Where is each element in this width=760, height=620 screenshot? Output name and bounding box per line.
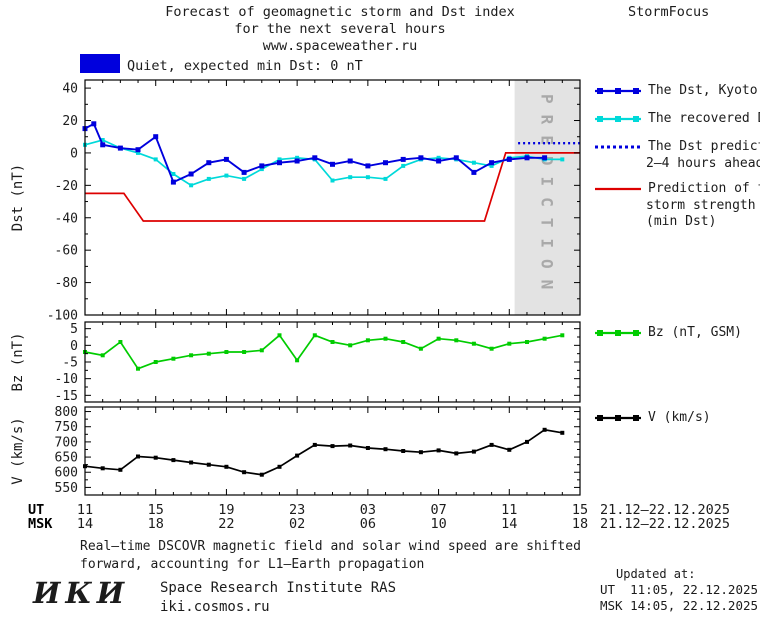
svg-text:800: 800 [55, 405, 78, 420]
footer-note: Real—time DSCOVR magnetic field and sola… [80, 538, 581, 573]
svg-text:18: 18 [148, 516, 164, 532]
svg-text:23: 23 [289, 502, 305, 518]
svg-text:40: 40 [62, 82, 78, 97]
note-line-2: forward, accounting for L1—Earth propaga… [80, 556, 425, 572]
updated-time-msk: MSK 14:05, 22.12.2025 [600, 598, 759, 613]
svg-text:5: 5 [70, 322, 78, 337]
svg-text:-20: -20 [55, 179, 78, 194]
svg-text:22: 22 [218, 516, 234, 532]
svg-text:21.12—22.12.2025: 21.12—22.12.2025 [600, 516, 730, 532]
svg-text:11: 11 [77, 502, 93, 518]
svg-text:15: 15 [572, 502, 588, 518]
svg-text:550: 550 [55, 481, 78, 496]
status-label: Quiet, expected min Dst: 0 nT [127, 58, 363, 74]
legend-storm-prediction: Prediction of the [595, 181, 760, 196]
svg-text:18: 18 [572, 516, 588, 532]
svg-text:14: 14 [77, 516, 93, 532]
brand-stormfocus: StormFocus [628, 4, 710, 20]
svg-text:15: 15 [148, 502, 164, 518]
title-line-2: for the next several hours [234, 21, 446, 37]
svg-text:20: 20 [62, 114, 78, 129]
svg-text:19: 19 [218, 502, 234, 518]
svg-text:0: 0 [70, 339, 78, 354]
svg-text:-80: -80 [55, 276, 78, 291]
legend-dst-kyoto-label: The Dst, Kyoto [648, 83, 758, 98]
legend-v-label: V (km/s) [648, 410, 711, 425]
legend-storm-prediction-label-3: (min Dst) [646, 214, 717, 229]
legend-dst-prediction-label: The Dst prediction [648, 139, 760, 154]
svg-text:11: 11 [501, 502, 517, 518]
legend-dst-kyoto: The Dst, Kyoto [595, 83, 758, 98]
svg-text:07: 07 [430, 502, 446, 518]
legend-recovered-dst-label: The recovered Dst [648, 111, 760, 126]
legend-bz: Bz (nT, GSM) [595, 325, 742, 340]
svg-text:-10: -10 [55, 372, 78, 387]
svg-text:UT: UT [28, 502, 44, 518]
iki-logo: ИКИ [33, 576, 130, 610]
svg-text:-5: -5 [62, 356, 78, 371]
svg-text:PREDICTION: PREDICTION [537, 94, 556, 300]
title-line-1: Forecast of geomagnetic storm and Dst in… [165, 4, 515, 20]
svg-text:Dst (nT): Dst (nT) [10, 164, 26, 231]
svg-text:700: 700 [55, 435, 78, 450]
legend-recovered-dst: The recovered Dst [595, 111, 760, 126]
updated-label: Updated at: [616, 567, 696, 581]
svg-text:-60: -60 [55, 244, 78, 259]
updated-time-ut: UT 11:05, 22.12.2025 [600, 582, 759, 597]
svg-text:MSK: MSK [28, 516, 53, 532]
svg-text:-15: -15 [55, 389, 78, 404]
svg-text:06: 06 [360, 516, 376, 532]
svg-text:750: 750 [55, 420, 78, 435]
bz-swatch-icon [595, 329, 641, 336]
status-color-swatch [80, 54, 120, 73]
svg-text:10: 10 [430, 516, 446, 532]
note-line-1: Real—time DSCOVR magnetic field and sola… [80, 539, 581, 554]
svg-text:21.12—22.12.2025: 21.12—22.12.2025 [600, 502, 730, 518]
legend-dst-prediction-label-2: 2—4 hours ahead [646, 156, 760, 171]
legend-storm-prediction-label-2: storm strength [646, 198, 756, 213]
svg-text:14: 14 [501, 516, 517, 532]
dst-kyoto-swatch-icon [595, 87, 641, 94]
svg-text:03: 03 [360, 502, 376, 518]
dst-prediction-swatch-icon [595, 145, 641, 148]
svg-text:-100: -100 [47, 309, 78, 324]
storm-prediction-swatch-icon [595, 187, 641, 190]
legend-v: V (km/s) [595, 410, 711, 425]
recovered-dst-swatch-icon [595, 115, 641, 122]
svg-text:650: 650 [55, 451, 78, 466]
svg-text:Bz (nT): Bz (nT) [10, 332, 26, 391]
svg-text:-40: -40 [55, 211, 78, 226]
legend-bz-label: Bz (nT, GSM) [648, 325, 742, 340]
svg-text:V (km/s): V (km/s) [10, 417, 26, 484]
institute-site: iki.cosmos.ru [160, 599, 270, 615]
svg-text:0: 0 [70, 146, 78, 161]
svg-text:02: 02 [289, 516, 305, 532]
chart-header: Forecast of geomagnetic storm and Dst in… [60, 4, 620, 55]
institute-name: Space Research Institute RAS [160, 580, 397, 596]
title-line-3: www.spaceweather.ru [262, 38, 418, 54]
legend-storm-prediction-label: Prediction of the [648, 181, 760, 196]
svg-text:600: 600 [55, 466, 78, 481]
legend-dst-prediction: The Dst prediction [595, 139, 760, 154]
v-swatch-icon [595, 414, 641, 421]
